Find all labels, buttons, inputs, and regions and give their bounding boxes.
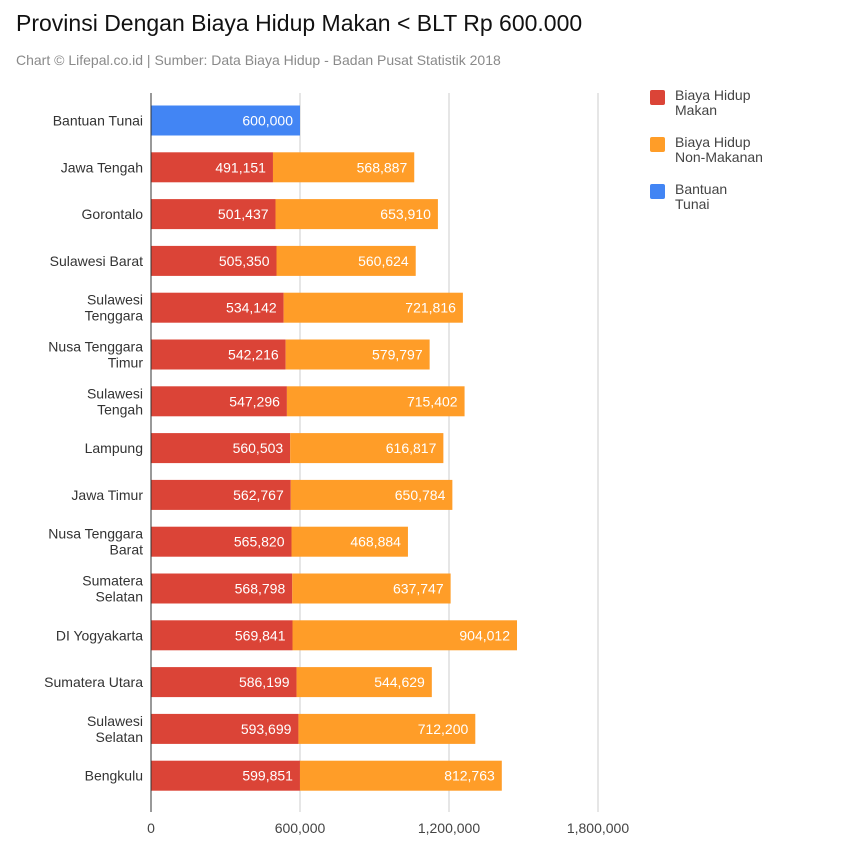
data-label: 568,887 [357, 159, 408, 175]
legend-label: Biaya Hidup Non-Makanan [675, 134, 763, 165]
category-label: Sulawesi Tengah [87, 385, 143, 417]
bar-di-yogyakarta-biaya-hidup-makan [151, 620, 293, 651]
bar-sumatera-utara-biaya-hidup-makan [151, 667, 297, 698]
bar-sulawesi-tengah-biaya-hidup-makan [151, 386, 287, 417]
bar-lampung-biaya-hidup-non-makanan [290, 433, 444, 464]
data-label: 542,216 [228, 347, 279, 363]
bar-jawa-tengah-biaya-hidup-non-makanan [272, 152, 415, 183]
data-label: 505,350 [219, 253, 270, 269]
category-label: Nusa Tenggara Barat [48, 526, 143, 558]
legend: Biaya Hidup Makan Biaya Hidup Non-Makanan Ba… [650, 88, 850, 229]
data-label: 579,797 [372, 347, 423, 363]
category-label: Jawa Tengah [61, 159, 143, 175]
data-label: 616,817 [386, 440, 437, 456]
data-label: 600,000 [242, 113, 293, 129]
chart-title: Provinsi Dengan Biaya Hidup Makan < BLT … [16, 10, 583, 36]
category-label: Nusa Tenggara Timur [48, 339, 143, 371]
data-label: 468,884 [350, 534, 401, 550]
data-label: 650,784 [395, 487, 446, 503]
data-label: 562,767 [233, 487, 284, 503]
data-label: 547,296 [229, 393, 280, 409]
bar-jawa-tengah-biaya-hidup-makan [151, 152, 273, 183]
legend-label: Biaya Hidup Makan [675, 87, 751, 118]
data-label: 904,012 [459, 627, 510, 643]
bar-sumatera-utara-biaya-hidup-non-makanan [296, 667, 432, 698]
bar-bengkulu-biaya-hidup-makan [151, 760, 300, 791]
data-label: 715,402 [407, 393, 458, 409]
data-label: 568,798 [235, 581, 286, 597]
data-label: 637,747 [393, 581, 444, 597]
data-label: 712,200 [418, 721, 469, 737]
x-tick-label: 1,800,000 [567, 820, 629, 836]
bar-bengkulu-biaya-hidup-non-makanan [299, 760, 502, 791]
bar-jawa-timur-biaya-hidup-non-makanan [290, 479, 453, 510]
data-label: 501,437 [218, 206, 269, 222]
bar-sumatera-selatan-biaya-hidup-makan [151, 573, 293, 604]
bars [151, 105, 518, 791]
data-label: 721,816 [405, 300, 456, 316]
legend-item-bantuan-tunai: Bantuan Tunai [650, 182, 850, 212]
data-label: 812,763 [444, 768, 495, 784]
category-label: Bengkulu [85, 768, 143, 784]
bar-sulawesi-selatan-biaya-hidup-makan [151, 713, 299, 744]
bar-sulawesi-barat-biaya-hidup-non-makanan [276, 245, 416, 276]
data-label: 569,841 [235, 627, 286, 643]
data-label: 599,851 [242, 768, 293, 784]
bar-jawa-timur-biaya-hidup-makan [151, 479, 291, 510]
category-label: Sulawesi Tenggara [85, 292, 144, 324]
category-label: Sumatera Selatan [82, 573, 143, 605]
bar-sulawesi-tengah-biaya-hidup-non-makanan [286, 386, 465, 417]
legend-swatch [650, 184, 665, 199]
category-label: Sulawesi Barat [50, 253, 143, 269]
bar-sumatera-selatan-biaya-hidup-non-makanan [292, 573, 451, 604]
data-label: 653,910 [380, 206, 431, 222]
category-label: Bantuan Tunai [53, 113, 143, 129]
category-label: Sulawesi Selatan [87, 713, 143, 745]
data-label: 534,142 [226, 300, 277, 316]
bar-sulawesi-tenggara-biaya-hidup-makan [151, 292, 284, 323]
legend-item-biaya-hidup-non-makanan: Biaya Hidup Non-Makanan [650, 135, 850, 165]
bar-lampung-biaya-hidup-makan [151, 433, 291, 464]
x-axis-ticks: 0 600,000 1,200,000 1,800,000 [147, 820, 629, 836]
bar-sulawesi-barat-biaya-hidup-makan [151, 245, 277, 276]
category-label: Lampung [85, 440, 143, 456]
bar-sulawesi-tenggara-biaya-hidup-non-makanan [283, 292, 463, 323]
legend-swatch [650, 137, 665, 152]
category-label: Jawa Timur [71, 487, 143, 503]
bar-bantuan-tunai-bantuan-tunai [151, 105, 300, 136]
category-label: Gorontalo [82, 206, 144, 222]
bar-gorontalo-biaya-hidup-non-makanan [275, 199, 438, 230]
bar-nusa-tenggara-barat-biaya-hidup-non-makanan [291, 526, 408, 557]
bar-gorontalo-biaya-hidup-makan [151, 199, 276, 230]
data-label: 593,699 [241, 721, 292, 737]
data-label: 565,820 [234, 534, 285, 550]
bar-sulawesi-selatan-biaya-hidup-non-makanan [298, 713, 476, 744]
legend-label: Bantuan Tunai [675, 181, 728, 212]
data-label: 586,199 [239, 674, 290, 690]
data-label: 491,151 [215, 159, 266, 175]
x-tick-label: 0 [147, 820, 155, 836]
x-tick-label: 1,200,000 [418, 820, 480, 836]
category-labels: Bantuan Tunai Jawa Tengah Gorontalo Sulawes… [44, 113, 143, 784]
data-labels: 600,000 491,151 568,887 501,437 653,910 505,3… [215, 113, 510, 784]
data-label: 560,624 [358, 253, 409, 269]
legend-swatch [650, 90, 665, 105]
legend-item-biaya-hidup-makan: Biaya Hidup Makan [650, 88, 850, 118]
category-label: DI Yogyakarta [56, 627, 143, 643]
chart-subtitle: Chart © Lifepal.co.id | Sumber: Data Bia… [16, 52, 501, 68]
data-label: 544,629 [374, 674, 425, 690]
bar-nusa-tenggara-timur-biaya-hidup-non-makanan [285, 339, 430, 370]
x-tick-label: 600,000 [275, 820, 326, 836]
bar-di-yogyakarta-biaya-hidup-non-makanan [292, 620, 518, 651]
bar-nusa-tenggara-timur-biaya-hidup-makan [151, 339, 286, 370]
data-label: 560,503 [233, 440, 284, 456]
category-label: Sumatera Utara [44, 674, 143, 690]
bar-nusa-tenggara-barat-biaya-hidup-makan [151, 526, 292, 557]
